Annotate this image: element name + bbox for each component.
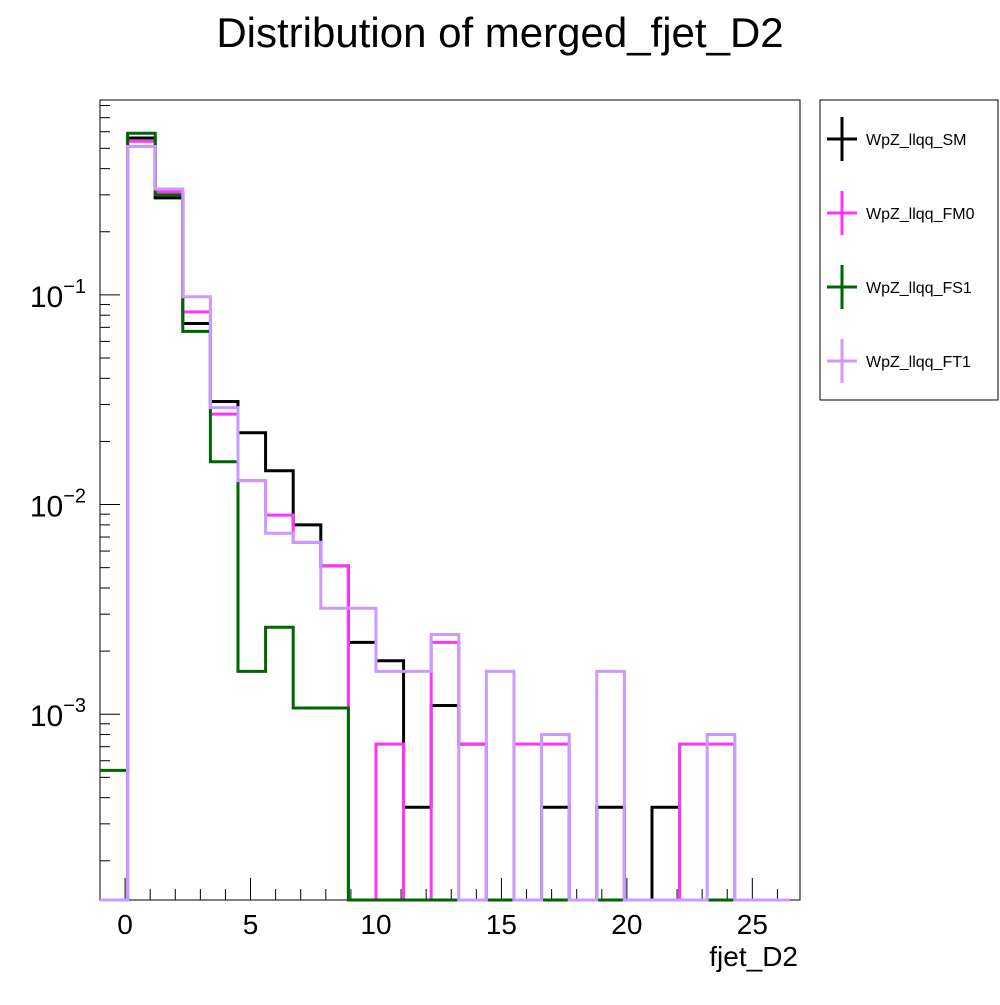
y-tick-label: 10−3	[30, 695, 86, 733]
y-tick-label: 10−1	[30, 276, 86, 314]
x-tick-label: 25	[737, 909, 768, 940]
y-tick-exponent: −3	[63, 695, 86, 717]
y-tick-label: 10−2	[30, 486, 86, 524]
legend-label: WpZ_llqq_FM0	[866, 206, 975, 223]
x-tick-label: 5	[243, 909, 259, 940]
series-line-WpZ_llqq_FM0	[100, 139, 790, 902]
minor-ticks	[99, 105, 778, 900]
x-tick-label: 0	[117, 909, 133, 940]
series-layer	[100, 131, 790, 902]
series-line-WpZ_llqq_SM	[100, 136, 790, 902]
x-tick-label: 20	[611, 909, 642, 940]
series-line-WpZ_llqq_FT1	[100, 145, 790, 902]
y-tick-exponent: −2	[63, 486, 86, 508]
x-tick-label: 15	[486, 909, 517, 940]
y-tick-exponent: −1	[63, 276, 86, 298]
chart-title: Distribution of merged_fjet_D2	[216, 9, 783, 56]
x-tick-label: 10	[360, 909, 391, 940]
legend-label: WpZ_llqq_SM	[866, 132, 966, 149]
legend-box	[819, 99, 999, 401]
legend-label: WpZ_llqq_FT1	[866, 354, 971, 371]
legend-label: WpZ_llqq_FS1	[866, 280, 972, 297]
legend: WpZ_llqq_SM WpZ_llqq_FM0 WpZ_llqq_FS1 WpZ_l…	[827, 117, 975, 383]
y-tick-base: 10	[30, 491, 63, 524]
x-axis-label: fjet_D2	[709, 941, 798, 972]
y-tick-base: 10	[30, 700, 63, 733]
y-tick-base: 10	[30, 281, 63, 314]
plot-frame	[99, 99, 801, 901]
series-line-WpZ_llqq_FS1	[100, 131, 790, 902]
